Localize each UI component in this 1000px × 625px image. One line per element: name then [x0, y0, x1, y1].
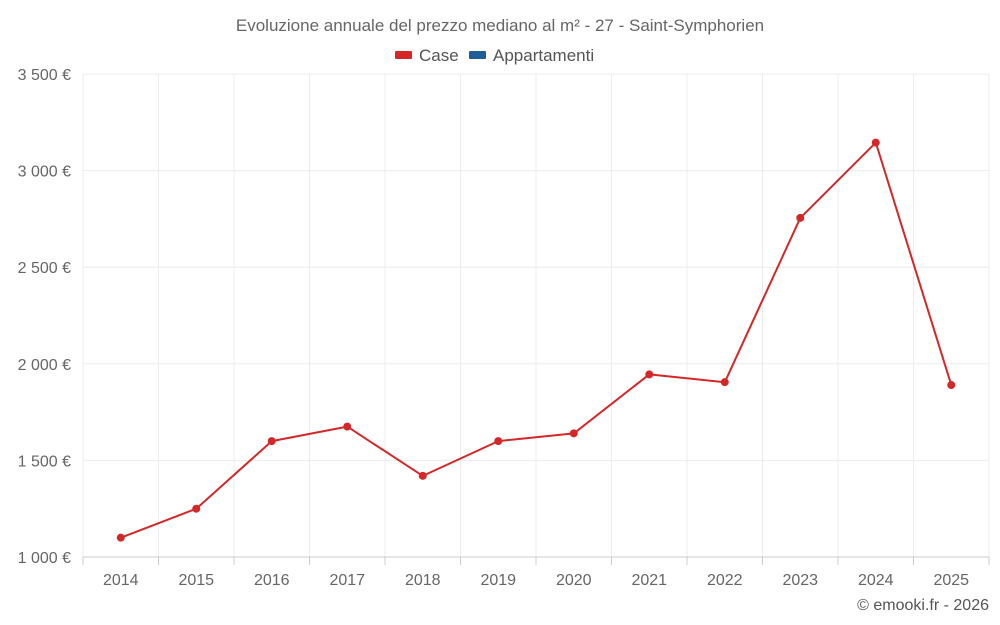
x-tick-label: 2025 — [933, 572, 969, 589]
grid — [82, 73, 990, 557]
credit-text: © emooki.fr - 2026 — [857, 597, 989, 614]
data-point-case-2022[interactable] — [720, 378, 729, 387]
data-point-case-2014[interactable] — [116, 533, 125, 542]
legend-item-appartamenti[interactable]: Appartamenti — [469, 46, 594, 65]
data-point-case-2024[interactable] — [871, 138, 880, 147]
data-point-case-2019[interactable] — [494, 437, 503, 446]
legend-label-case: Case — [419, 46, 459, 65]
x-tick-label: 2023 — [782, 572, 818, 589]
y-tick-label: 3 500 € — [18, 67, 71, 84]
legend: Case Appartamenti — [395, 46, 594, 65]
legend-swatch-case — [395, 51, 412, 59]
data-point-case-2023[interactable] — [796, 213, 805, 222]
y-axis: 1 000 € 1 500 € 2 000 € 2 500 € 3 000 € 3 500… — [18, 67, 71, 567]
x-tick-label: 2016 — [254, 572, 290, 589]
series-layer — [116, 138, 956, 542]
x-tick-label: 2019 — [480, 572, 516, 589]
y-tick-label: 2 000 € — [18, 357, 71, 374]
data-point-case-2016[interactable] — [267, 437, 276, 446]
y-tick-label: 3 000 € — [18, 164, 71, 181]
x-tick-label: 2018 — [405, 572, 441, 589]
y-tick-label: 1 000 € — [18, 550, 71, 567]
data-point-case-2025[interactable] — [947, 381, 956, 390]
data-point-case-2021[interactable] — [645, 370, 654, 379]
data-point-case-2018[interactable] — [418, 471, 427, 480]
data-point-case-2020[interactable] — [569, 429, 578, 438]
x-tick-label: 2014 — [103, 572, 139, 589]
y-tick-label: 2 500 € — [18, 260, 71, 277]
legend-swatch-appartamenti — [469, 51, 486, 59]
y-tick-label: 1 500 € — [18, 453, 71, 470]
data-point-case-2015[interactable] — [192, 504, 201, 513]
x-tick-label: 2017 — [329, 572, 365, 589]
x-tick-label: 2015 — [178, 572, 214, 589]
legend-label-appartamenti: Appartamenti — [493, 46, 594, 65]
x-tick-label: 2021 — [631, 572, 667, 589]
series-line-case — [119, 141, 953, 539]
x-tick-label: 2024 — [858, 572, 894, 589]
legend-item-case[interactable]: Case — [395, 46, 459, 65]
data-point-case-2017[interactable] — [343, 422, 352, 431]
x-tick-label: 2020 — [556, 572, 592, 589]
x-axis: 2014 2015 2016 2017 2018 2019 2020 2021 2022 2023… — [82, 556, 990, 589]
x-tick-label: 2022 — [707, 572, 743, 589]
chart-title: Evoluzione annuale del prezzo mediano al… — [236, 16, 764, 35]
